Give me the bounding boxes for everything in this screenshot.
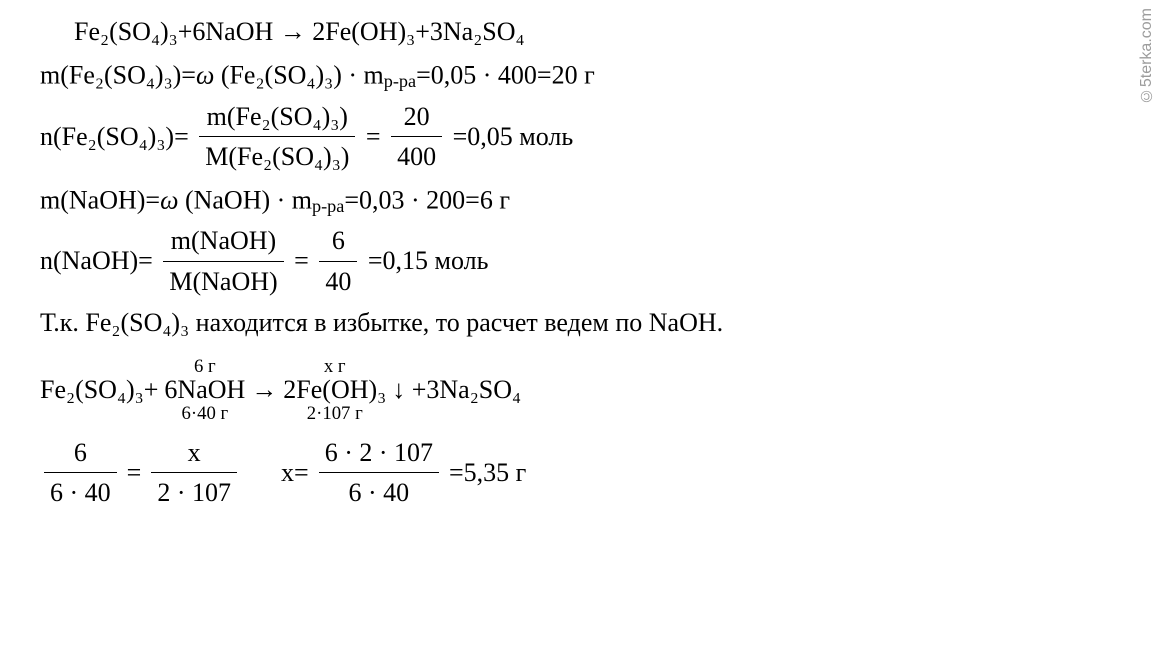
mass-naoh-line: m(NaOH)=ω (NaOH) · mр-ра=0,03 · 200=6 г	[40, 180, 1140, 218]
result-tail: =5,35 г	[449, 455, 526, 490]
denominator: M(Fe₂(SO₄)₃)	[199, 137, 355, 174]
subscript-solution: р-ра	[312, 196, 344, 216]
denominator: 6 · 40	[44, 473, 117, 510]
moles-naoh-line: n(NaOH)= m(NaOH) M(NaOH) = 6 40 =0,15 мо…	[40, 223, 1140, 298]
equals: =	[294, 246, 315, 275]
solution-body: Fe₂(SO₄)₃+6NaOH → 2Fe(OH)₃+3Na₂SO₄ m(Fe₂…	[0, 0, 1160, 510]
numerator: 6 · 2 · 107	[319, 435, 439, 473]
over-label: x г	[324, 357, 346, 377]
omega-symbol: ω	[160, 185, 178, 214]
mass-fe2so43-line: m(Fe₂(SO₄)₃)=ω (Fe₂(SO₄)₃) · mр-ра=0,05 …	[40, 55, 1140, 93]
denominator: 6 · 40	[319, 473, 439, 510]
equals: =	[127, 455, 142, 490]
denominator: 40	[319, 262, 357, 299]
solve-x: x= 6 · 2 · 107 6 · 40 =5,35 г	[281, 435, 526, 510]
arrow-symbol: →	[251, 376, 277, 403]
numerator: 20	[391, 99, 442, 137]
over-label: 6 г	[194, 357, 216, 377]
mid-text: (NaOH) · m	[178, 185, 312, 214]
lhs: n(Fe₂(SO₄)₃)=	[40, 122, 189, 151]
term-2feoh3: x г 2Fe(OH)₃ 2·107 г	[283, 357, 386, 424]
equals: =	[366, 122, 387, 151]
fraction-left: 6 6 · 40	[44, 435, 117, 510]
proportion-line: 6 6 · 40 = x 2 · 107 x= 6 · 2 · 107 6 · …	[40, 435, 1140, 510]
numerator: 6	[44, 435, 117, 473]
equation-2-annotated: Fe₂(SO₄)₃+ 6 г 6NaOH 6·40 г → x г 2Fe(OH…	[40, 346, 1140, 424]
term-text: 6NaOH	[164, 376, 245, 403]
tail: =0,03 · 200=6 г	[344, 185, 510, 214]
fraction-right: x 2 · 107	[151, 435, 237, 510]
moles-fe2so43-line: n(Fe₂(SO₄)₃)= m(Fe₂(SO₄)₃) M(Fe₂(SO₄)₃) …	[40, 99, 1140, 174]
lhs: m(NaOH)=	[40, 185, 160, 214]
numerator: 6	[319, 223, 357, 261]
subscript-solution: р-ра	[384, 71, 416, 91]
omega-symbol: ω	[196, 61, 214, 90]
term-tail: ↓ +3Na₂SO₄	[392, 357, 521, 424]
tail: =0,05 · 400=20 г	[416, 61, 595, 90]
fraction-1: m(Fe₂(SO₄)₃) M(Fe₂(SO₄)₃)	[199, 99, 355, 174]
mid-text: (Fe₂(SO₄)₃) · m	[214, 61, 383, 90]
fraction-2: 6 40	[319, 223, 357, 298]
numerator: m(Fe₂(SO₄)₃)	[199, 99, 355, 137]
term-text: ↓ +3Na₂SO₄	[392, 376, 521, 403]
fraction-2: 20 400	[391, 99, 442, 174]
numerator: m(NaOH)	[163, 223, 283, 261]
denominator: 2 · 107	[151, 473, 237, 510]
denominator: M(NaOH)	[163, 262, 283, 299]
fraction-1: m(NaOH) M(NaOH)	[163, 223, 283, 298]
numerator: x	[151, 435, 237, 473]
proportion: 6 6 · 40 = x 2 · 107	[40, 435, 241, 510]
term-fe2so43: Fe₂(SO₄)₃+	[40, 357, 158, 424]
term-6naoh: 6 г 6NaOH 6·40 г	[164, 357, 245, 424]
arrow: →	[251, 357, 277, 424]
lhs: m(Fe₂(SO₄)₃)=	[40, 61, 196, 90]
watermark-text: ©5terka.com	[1138, 8, 1156, 104]
equation-1: Fe₂(SO₄)₃+6NaOH → 2Fe(OH)₃+3Na₂SO₄	[40, 14, 1140, 49]
fraction-result: 6 · 2 · 107 6 · 40	[319, 435, 439, 510]
tail: =0,15 моль	[368, 246, 489, 275]
under-label: 2·107 г	[307, 404, 363, 424]
term-text: Fe₂(SO₄)₃+	[40, 376, 158, 403]
lhs: n(NaOH)=	[40, 246, 153, 275]
tail: =0,05 моль	[453, 122, 574, 151]
under-label: 6·40 г	[182, 404, 229, 424]
denominator: 400	[391, 137, 442, 174]
term-text: 2Fe(OH)₃	[283, 376, 386, 403]
excess-statement: Т.к. Fe₂(SO₄)₃ находится в избытке, то р…	[40, 305, 1140, 340]
x-label: x=	[281, 455, 309, 490]
